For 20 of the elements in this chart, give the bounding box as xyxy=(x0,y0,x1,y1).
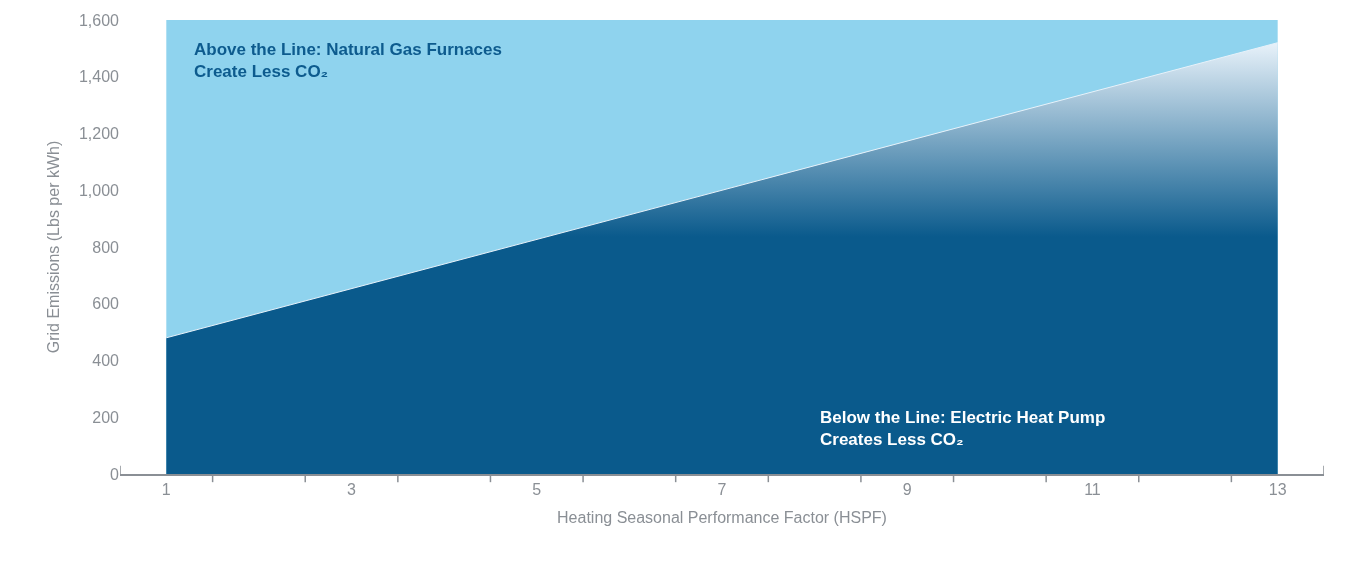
x-tick-label: 5 xyxy=(532,481,542,499)
y-axis-title: Grid Emissions (Lbs per kWh) xyxy=(44,140,62,354)
y-tick-label: 200 xyxy=(92,408,120,426)
y-tick-label: 400 xyxy=(92,352,120,370)
y-tick-label: 0 xyxy=(110,465,120,483)
y-tick-label: 1,600 xyxy=(78,11,120,29)
y-tick-label: 1,400 xyxy=(78,68,120,86)
annotation: Above the Line: Natural Gas Furnaces Create Less CO₂ xyxy=(194,40,502,82)
x-tick-label: 7 xyxy=(717,481,727,499)
y-tick-label: 1,200 xyxy=(78,125,120,143)
annotation: Below the Line: Electric Heat Pump Creates Less CO₂ xyxy=(820,408,1106,450)
x-tick-label: 11 xyxy=(1084,481,1101,499)
x-tick-label: 3 xyxy=(347,481,357,499)
x-tick-label: 1 xyxy=(161,481,171,499)
x-tick-label: 9 xyxy=(902,481,912,499)
y-tick-label: 1,000 xyxy=(78,181,120,199)
y-tick-label: 800 xyxy=(92,238,120,256)
x-axis-title: Heating Seasonal Performance Factor (HSPF) xyxy=(557,509,887,527)
y-tick-label: 600 xyxy=(92,295,120,313)
x-tick-label: 13 xyxy=(1268,481,1287,499)
